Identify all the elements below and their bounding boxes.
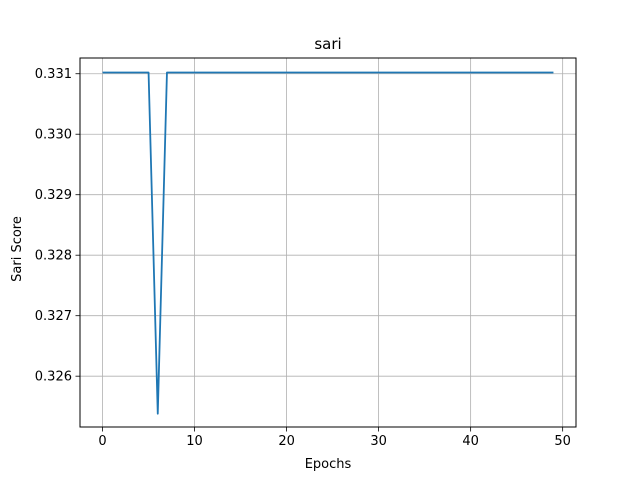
x-tick-label: 0 [98,434,106,449]
grid-lines [80,58,576,427]
y-tick-label: 0.326 [35,370,72,385]
series-group [102,71,554,415]
x-axis-ticks: 0 10 20 30 40 50 [98,427,571,449]
x-tick-label: 30 [370,434,387,449]
chart-title: sari [314,35,341,53]
y-tick-label: 0.330 [35,128,72,143]
x-tick-label: 50 [554,434,571,449]
x-tick-label: 40 [462,434,479,449]
x-tick-label: 10 [186,434,203,449]
y-axis-title: Sari Score [10,216,25,282]
y-axis-ticks: 0.326 0.327 0.328 0.329 0.330 0.331 [35,67,80,385]
sari-series-line [102,71,554,415]
y-tick-label: 0.331 [35,67,72,82]
y-tick-label: 0.329 [35,188,72,203]
x-axis-title: Epochs [305,457,352,472]
x-tick-label: 20 [278,434,295,449]
y-tick-label: 0.328 [35,249,72,264]
plot-frame [79,57,577,428]
y-tick-label: 0.327 [35,309,72,324]
